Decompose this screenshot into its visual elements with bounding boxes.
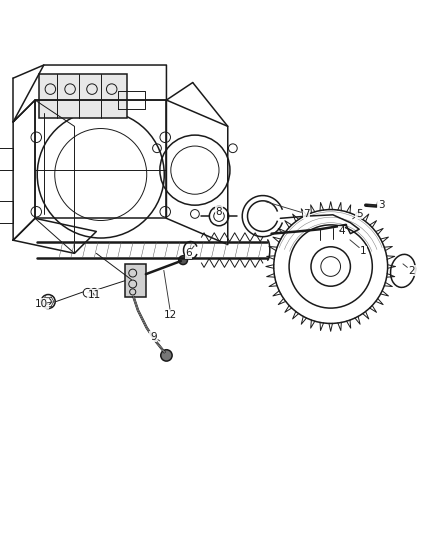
Text: 12: 12 xyxy=(164,310,177,320)
FancyBboxPatch shape xyxy=(39,74,127,118)
Text: 2: 2 xyxy=(408,266,415,276)
Text: 4: 4 xyxy=(338,227,345,237)
Text: 1: 1 xyxy=(360,246,367,256)
Text: 11: 11 xyxy=(88,290,101,300)
FancyBboxPatch shape xyxy=(125,264,146,297)
Text: 5: 5 xyxy=(356,209,363,219)
Text: 7: 7 xyxy=(303,209,310,219)
Text: 3: 3 xyxy=(378,200,385,210)
Text: 8: 8 xyxy=(215,207,223,217)
Text: 6: 6 xyxy=(185,248,192,259)
Text: 9: 9 xyxy=(150,332,157,342)
Text: 10: 10 xyxy=(35,298,48,309)
Circle shape xyxy=(161,350,172,361)
Circle shape xyxy=(179,256,187,264)
